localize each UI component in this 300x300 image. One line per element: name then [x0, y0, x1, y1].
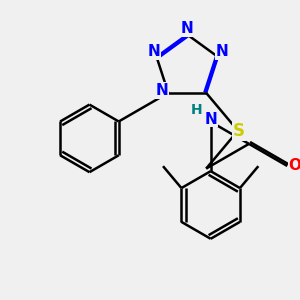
Text: H: H	[190, 103, 202, 117]
Text: N: N	[181, 21, 194, 36]
Text: N: N	[156, 83, 168, 98]
Text: O: O	[289, 158, 300, 173]
Text: N: N	[216, 44, 228, 59]
Text: N: N	[148, 44, 160, 59]
Text: S: S	[233, 122, 245, 140]
Text: N: N	[204, 112, 217, 127]
